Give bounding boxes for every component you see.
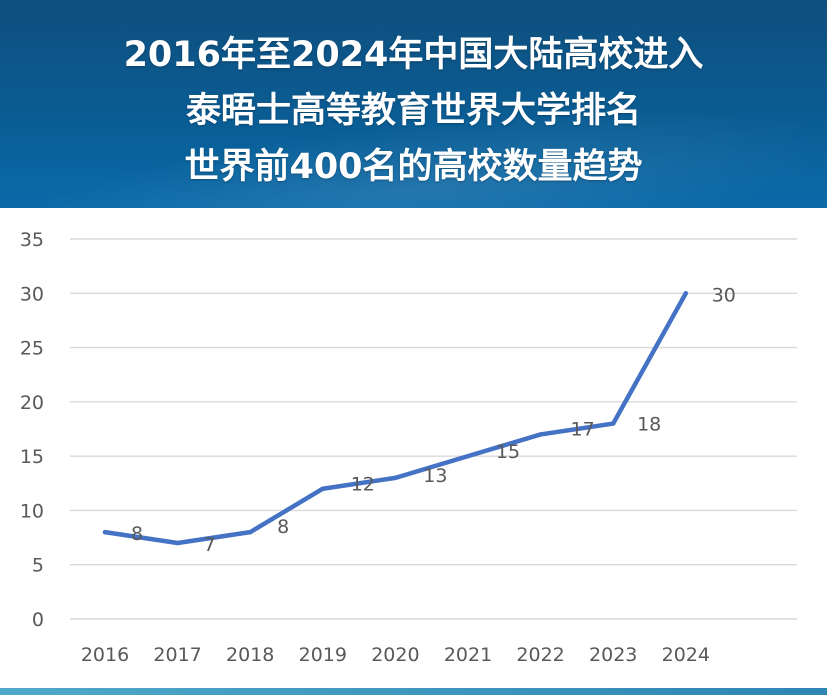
data-label: 15 — [496, 441, 520, 463]
bottom-accent-bar — [0, 688, 827, 695]
x-tick-label: 2017 — [153, 644, 201, 666]
data-label: 13 — [423, 465, 447, 487]
chart-header: 2016年至2024年中国大陆高校进入 泰晤士高等教育世界大学排名 世界前400… — [0, 0, 827, 208]
y-tick-label: 35 — [20, 229, 44, 251]
chart-title-line-3: 世界前400名的高校数量趋势 — [184, 147, 643, 187]
x-tick-label: 2016 — [81, 644, 129, 666]
y-tick-label: 5 — [32, 555, 44, 577]
x-tick-label: 2019 — [299, 644, 347, 666]
data-point — [611, 421, 616, 426]
x-tick-label: 2021 — [444, 644, 492, 666]
data-label: 18 — [637, 414, 661, 436]
x-tick-label: 2018 — [226, 644, 274, 666]
series-group — [102, 291, 689, 546]
data-point — [683, 291, 688, 296]
y-tick-label: 10 — [20, 500, 44, 522]
data-label: 30 — [712, 284, 736, 306]
chart-area: 0 5 10 15 20 25 30 35 2016 2017 2018 2019 2020 2021 2… — [0, 208, 827, 688]
y-tick-label: 25 — [20, 338, 44, 360]
data-point — [320, 486, 325, 491]
x-tick-label: 2023 — [589, 644, 637, 666]
data-point — [465, 453, 471, 459]
x-tick-label: 2020 — [371, 644, 419, 666]
y-tick-label: 20 — [20, 392, 44, 414]
data-point — [175, 540, 180, 546]
data-point — [393, 475, 398, 481]
data-label: 8 — [277, 516, 289, 538]
data-point — [248, 529, 253, 535]
data-label: 7 — [204, 534, 216, 556]
chart-title-line-2: 泰晤士高等教育世界大学排名 — [185, 91, 641, 131]
data-label: 8 — [131, 523, 143, 545]
data-labels: 8 7 8 12 13 15 17 18 30 — [131, 284, 736, 556]
series-line — [102, 291, 689, 546]
x-tick-label: 2022 — [516, 644, 564, 666]
y-tick-label: 30 — [20, 283, 44, 305]
gridlines — [70, 238, 797, 620]
data-label: 17 — [571, 418, 595, 440]
x-axis-ticks: 2016 2017 2018 2019 2020 2021 2022 2023 2024 — [81, 644, 710, 666]
chart-title-line-1: 2016年至2024年中国大陆高校进入 — [123, 35, 704, 75]
data-point — [102, 529, 108, 535]
data-label: 12 — [351, 474, 375, 496]
y-tick-label: 15 — [20, 446, 44, 468]
x-tick-label: 2024 — [662, 644, 710, 666]
y-axis-ticks: 0 5 10 15 20 25 30 35 — [20, 229, 44, 631]
data-point — [538, 432, 543, 437]
y-tick-label: 0 — [32, 609, 44, 631]
